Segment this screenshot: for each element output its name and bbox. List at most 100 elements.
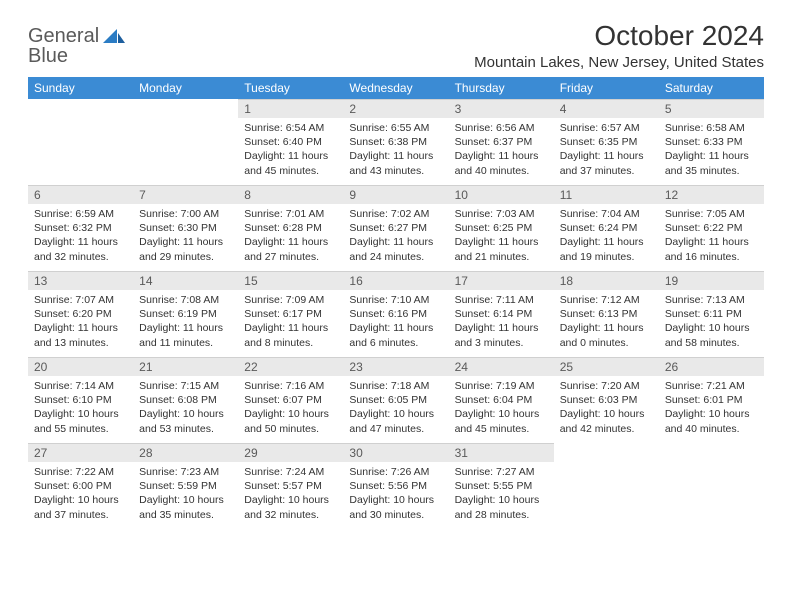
- calendar-cell: 1Sunrise: 6:54 AMSunset: 6:40 PMDaylight…: [238, 99, 343, 185]
- calendar-cell: 29Sunrise: 7:24 AMSunset: 5:57 PMDayligh…: [238, 443, 343, 529]
- day-details: Sunrise: 7:20 AMSunset: 6:03 PMDaylight:…: [554, 376, 659, 440]
- calendar-cell: 7Sunrise: 7:00 AMSunset: 6:30 PMDaylight…: [133, 185, 238, 271]
- weekday-header: Saturday: [659, 77, 764, 99]
- day-number: 12: [659, 185, 764, 204]
- day-number: 29: [238, 443, 343, 462]
- day-details: Sunrise: 7:26 AMSunset: 5:56 PMDaylight:…: [343, 462, 448, 526]
- logo-sail-icon: [103, 29, 125, 43]
- day-number: 22: [238, 357, 343, 376]
- calendar-week-row: 13Sunrise: 7:07 AMSunset: 6:20 PMDayligh…: [28, 271, 764, 357]
- day-details: Sunrise: 7:01 AMSunset: 6:28 PMDaylight:…: [238, 204, 343, 268]
- day-details: Sunrise: 7:23 AMSunset: 5:59 PMDaylight:…: [133, 462, 238, 526]
- day-number: 9: [343, 185, 448, 204]
- day-number: 13: [28, 271, 133, 290]
- day-number: 14: [133, 271, 238, 290]
- day-number: 20: [28, 357, 133, 376]
- calendar-week-row: 27Sunrise: 7:22 AMSunset: 6:00 PMDayligh…: [28, 443, 764, 529]
- day-details: Sunrise: 7:10 AMSunset: 6:16 PMDaylight:…: [343, 290, 448, 354]
- day-details: Sunrise: 7:22 AMSunset: 6:00 PMDaylight:…: [28, 462, 133, 526]
- day-number: 19: [659, 271, 764, 290]
- day-number: 5: [659, 99, 764, 118]
- day-details: Sunrise: 7:19 AMSunset: 6:04 PMDaylight:…: [449, 376, 554, 440]
- day-details: Sunrise: 7:21 AMSunset: 6:01 PMDaylight:…: [659, 376, 764, 440]
- day-details: Sunrise: 7:03 AMSunset: 6:25 PMDaylight:…: [449, 204, 554, 268]
- calendar-cell: 22Sunrise: 7:16 AMSunset: 6:07 PMDayligh…: [238, 357, 343, 443]
- calendar-cell: 19Sunrise: 7:13 AMSunset: 6:11 PMDayligh…: [659, 271, 764, 357]
- title-block: October 2024 Mountain Lakes, New Jersey,…: [474, 20, 764, 71]
- weekday-header: Tuesday: [238, 77, 343, 99]
- calendar-cell: 15Sunrise: 7:09 AMSunset: 6:17 PMDayligh…: [238, 271, 343, 357]
- calendar-week-row: 6Sunrise: 6:59 AMSunset: 6:32 PMDaylight…: [28, 185, 764, 271]
- day-number: 3: [449, 99, 554, 118]
- calendar-cell: 12Sunrise: 7:05 AMSunset: 6:22 PMDayligh…: [659, 185, 764, 271]
- day-details: Sunrise: 6:58 AMSunset: 6:33 PMDaylight:…: [659, 118, 764, 182]
- day-details: Sunrise: 7:16 AMSunset: 6:07 PMDaylight:…: [238, 376, 343, 440]
- calendar-cell: 18Sunrise: 7:12 AMSunset: 6:13 PMDayligh…: [554, 271, 659, 357]
- calendar-cell: 27Sunrise: 7:22 AMSunset: 6:00 PMDayligh…: [28, 443, 133, 529]
- calendar-cell: 20Sunrise: 7:14 AMSunset: 6:10 PMDayligh…: [28, 357, 133, 443]
- day-number: 16: [343, 271, 448, 290]
- day-details: Sunrise: 7:02 AMSunset: 6:27 PMDaylight:…: [343, 204, 448, 268]
- month-title: October 2024: [474, 20, 764, 52]
- day-number: 18: [554, 271, 659, 290]
- day-details: Sunrise: 7:11 AMSunset: 6:14 PMDaylight:…: [449, 290, 554, 354]
- day-number: 28: [133, 443, 238, 462]
- day-number: 4: [554, 99, 659, 118]
- calendar-cell: 13Sunrise: 7:07 AMSunset: 6:20 PMDayligh…: [28, 271, 133, 357]
- logo: General Blue: [28, 20, 125, 66]
- calendar-cell: 30Sunrise: 7:26 AMSunset: 5:56 PMDayligh…: [343, 443, 448, 529]
- day-details: Sunrise: 7:18 AMSunset: 6:05 PMDaylight:…: [343, 376, 448, 440]
- day-number: 7: [133, 185, 238, 204]
- day-number: 25: [554, 357, 659, 376]
- day-details: Sunrise: 6:55 AMSunset: 6:38 PMDaylight:…: [343, 118, 448, 182]
- calendar-cell: 24Sunrise: 7:19 AMSunset: 6:04 PMDayligh…: [449, 357, 554, 443]
- day-number: 10: [449, 185, 554, 204]
- calendar-week-row: 20Sunrise: 7:14 AMSunset: 6:10 PMDayligh…: [28, 357, 764, 443]
- day-details: Sunrise: 6:59 AMSunset: 6:32 PMDaylight:…: [28, 204, 133, 268]
- day-number: 2: [343, 99, 448, 118]
- header: General Blue October 2024 Mountain Lakes…: [28, 20, 764, 71]
- day-details: Sunrise: 7:07 AMSunset: 6:20 PMDaylight:…: [28, 290, 133, 354]
- calendar-cell: [554, 443, 659, 529]
- day-details: Sunrise: 7:05 AMSunset: 6:22 PMDaylight:…: [659, 204, 764, 268]
- day-number: 30: [343, 443, 448, 462]
- logo-line2: Blue: [28, 46, 99, 66]
- day-details: Sunrise: 7:09 AMSunset: 6:17 PMDaylight:…: [238, 290, 343, 354]
- day-details: Sunrise: 7:00 AMSunset: 6:30 PMDaylight:…: [133, 204, 238, 268]
- calendar-cell: 2Sunrise: 6:55 AMSunset: 6:38 PMDaylight…: [343, 99, 448, 185]
- day-details: Sunrise: 7:15 AMSunset: 6:08 PMDaylight:…: [133, 376, 238, 440]
- calendar-cell: 8Sunrise: 7:01 AMSunset: 6:28 PMDaylight…: [238, 185, 343, 271]
- weekday-header: Thursday: [449, 77, 554, 99]
- weekday-header: Friday: [554, 77, 659, 99]
- calendar-cell: 31Sunrise: 7:27 AMSunset: 5:55 PMDayligh…: [449, 443, 554, 529]
- day-details: Sunrise: 7:14 AMSunset: 6:10 PMDaylight:…: [28, 376, 133, 440]
- calendar-cell: 11Sunrise: 7:04 AMSunset: 6:24 PMDayligh…: [554, 185, 659, 271]
- calendar-cell: [133, 99, 238, 185]
- day-details: Sunrise: 7:24 AMSunset: 5:57 PMDaylight:…: [238, 462, 343, 526]
- weekday-header: Monday: [133, 77, 238, 99]
- calendar-cell: 10Sunrise: 7:03 AMSunset: 6:25 PMDayligh…: [449, 185, 554, 271]
- day-number: 8: [238, 185, 343, 204]
- calendar-cell: 21Sunrise: 7:15 AMSunset: 6:08 PMDayligh…: [133, 357, 238, 443]
- day-number: 1: [238, 99, 343, 118]
- calendar-week-row: 1Sunrise: 6:54 AMSunset: 6:40 PMDaylight…: [28, 99, 764, 185]
- day-number: 17: [449, 271, 554, 290]
- calendar-cell: 26Sunrise: 7:21 AMSunset: 6:01 PMDayligh…: [659, 357, 764, 443]
- weekday-row: SundayMondayTuesdayWednesdayThursdayFrid…: [28, 77, 764, 99]
- day-details: Sunrise: 7:04 AMSunset: 6:24 PMDaylight:…: [554, 204, 659, 268]
- calendar-cell: 5Sunrise: 6:58 AMSunset: 6:33 PMDaylight…: [659, 99, 764, 185]
- logo-line1: General: [28, 26, 99, 46]
- calendar-cell: [28, 99, 133, 185]
- day-details: Sunrise: 7:12 AMSunset: 6:13 PMDaylight:…: [554, 290, 659, 354]
- calendar-cell: 17Sunrise: 7:11 AMSunset: 6:14 PMDayligh…: [449, 271, 554, 357]
- calendar-body: 1Sunrise: 6:54 AMSunset: 6:40 PMDaylight…: [28, 99, 764, 529]
- calendar-cell: 16Sunrise: 7:10 AMSunset: 6:16 PMDayligh…: [343, 271, 448, 357]
- day-number: 24: [449, 357, 554, 376]
- weekday-header: Wednesday: [343, 77, 448, 99]
- calendar-cell: 25Sunrise: 7:20 AMSunset: 6:03 PMDayligh…: [554, 357, 659, 443]
- day-details: Sunrise: 6:56 AMSunset: 6:37 PMDaylight:…: [449, 118, 554, 182]
- weekday-header: Sunday: [28, 77, 133, 99]
- calendar-cell: 4Sunrise: 6:57 AMSunset: 6:35 PMDaylight…: [554, 99, 659, 185]
- location: Mountain Lakes, New Jersey, United State…: [474, 54, 764, 71]
- day-number: 21: [133, 357, 238, 376]
